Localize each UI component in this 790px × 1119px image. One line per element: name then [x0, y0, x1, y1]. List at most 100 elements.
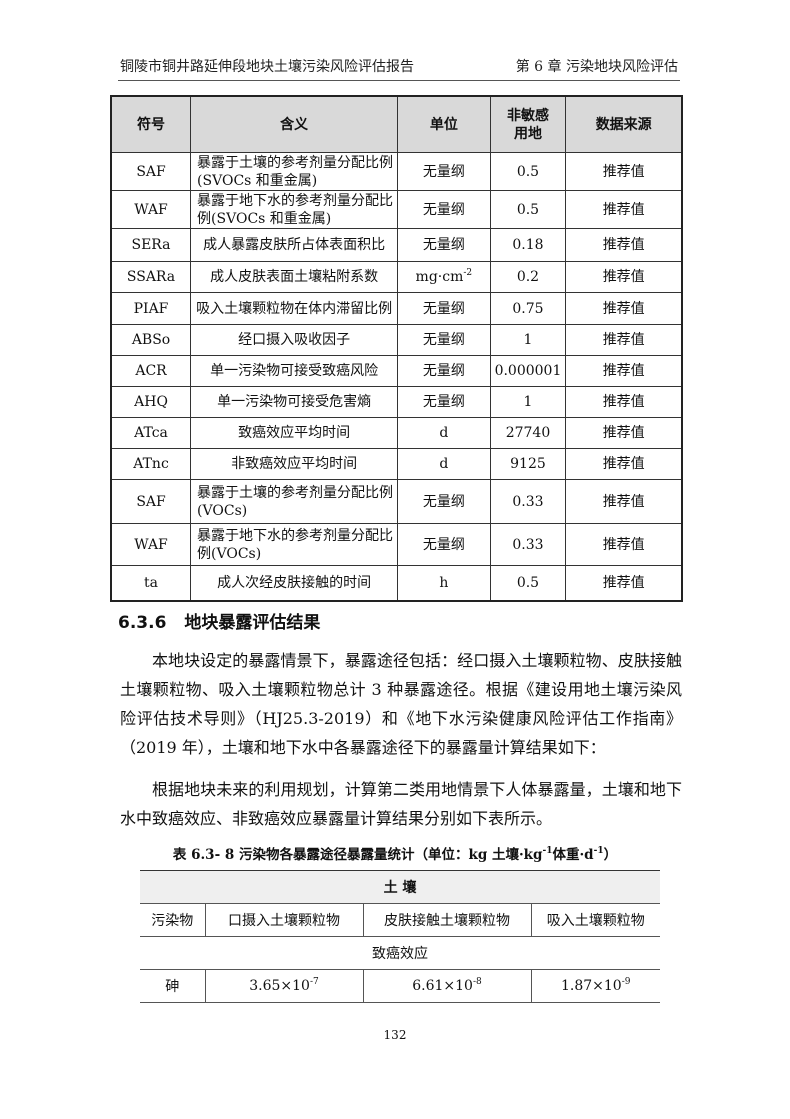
table-row: PIAF 吸入土壤颗粒物在体内滞留比例 无量纲 0.75 推荐值 — [110, 292, 683, 325]
value-cell: 0.5 — [489, 565, 567, 601]
header-divider — [118, 80, 680, 81]
symbol-cell: ta — [110, 565, 192, 601]
running-header-chapter: 第 6 章 污染地块风险评估 — [515, 59, 678, 75]
pollutant-cell: 砷 — [140, 969, 206, 1003]
source-cell: 推荐值 — [565, 565, 683, 601]
page-number: 132 — [383, 1028, 407, 1042]
column-header: 吸入土壤颗粒物 — [530, 903, 660, 937]
symbol-cell: WAF — [110, 190, 192, 229]
value-cell: 9125 — [489, 448, 567, 480]
value-cell: 0.5 — [489, 152, 567, 191]
source-cell: 推荐值 — [565, 386, 683, 418]
meaning-cell: 非致癌效应平均时间 — [190, 448, 399, 480]
column-header: 污染物 — [140, 903, 206, 937]
meaning-cell: 经口摄入吸收因子 — [190, 324, 399, 356]
meaning-cell: 单一污染物可接受危害熵 — [190, 386, 399, 418]
table-row: SAF 暴露于土壤的参考剂量分配比例(SVOCs 和重金属) 无量纲 0.5 推荐值 — [110, 152, 683, 191]
column-header: 口摄入土壤颗粒物 — [204, 903, 364, 937]
symbol-cell: ATca — [110, 417, 192, 449]
value-cell: 0.33 — [489, 479, 567, 524]
source-cell: 推荐值 — [565, 190, 683, 229]
source-cell: 推荐值 — [565, 292, 683, 325]
meaning-cell: 成人暴露皮肤所占体表面积比 — [190, 228, 399, 262]
source-cell: 推荐值 — [565, 324, 683, 356]
running-header-title: 铜陵市铜井路延伸段地块土壤污染风险评估报告 — [120, 59, 414, 75]
value-cell: 6.61×10-8 — [362, 969, 532, 1003]
meaning-cell: 暴露于土壤的参考剂量分配比例(SVOCs 和重金属) — [190, 152, 399, 191]
value-cell: 1 — [489, 324, 567, 356]
unit-cell: 无量纲 — [397, 152, 491, 191]
paragraph: 根据地块未来的利用规划，计算第二类用地情景下人体暴露量，土壤和地下水中致癌效应、… — [120, 780, 682, 828]
symbol-cell: PIAF — [110, 292, 192, 325]
source-cell: 推荐值 — [565, 417, 683, 449]
section-title: 地块暴露评估结果 — [184, 613, 321, 633]
source-cell: 推荐值 — [565, 479, 683, 524]
column-header: 数据来源 — [565, 95, 683, 153]
group-header: 土 壤 — [140, 870, 660, 904]
unit-cell: h — [397, 565, 491, 601]
meaning-cell: 成人皮肤表面土壤粘附系数 — [190, 261, 399, 293]
meaning-cell: 单一污染物可接受致癌风险 — [190, 355, 399, 387]
source-cell: 推荐值 — [565, 355, 683, 387]
value-cell: 1.87×10-9 — [530, 969, 660, 1003]
meaning-cell: 暴露于土壤的参考剂量分配比例(VOCs) — [190, 479, 399, 524]
table-row: ta 成人次经皮肤接触的时间 h 0.5 推荐值 — [110, 565, 683, 601]
value-cell: 0.5 — [489, 190, 567, 229]
unit-cell: 无量纲 — [397, 228, 491, 262]
section-heading: 6.3.6 地块暴露评估结果 — [118, 608, 320, 633]
effect-row: 致癌效应 — [140, 936, 660, 970]
value-cell: 0.000001 — [489, 355, 567, 387]
value-cell: 0.33 — [489, 523, 567, 566]
symbol-cell: ABSo — [110, 324, 192, 356]
table-row: WAF 暴露于地下水的参考剂量分配比例(VOCs) 无量纲 0.33 推荐值 — [110, 523, 683, 566]
table-row: 砷 3.65×10-7 6.61×10-8 1.87×10-9 — [140, 969, 660, 1003]
symbol-cell: SAF — [110, 479, 192, 524]
symbol-cell: SSARa — [110, 261, 192, 293]
symbol-cell: WAF — [110, 523, 192, 566]
unit-cell: d — [397, 448, 491, 480]
unit-cell: 无量纲 — [397, 292, 491, 325]
value-cell: 0.75 — [489, 292, 567, 325]
meaning-cell: 暴露于地下水的参考剂量分配比例(VOCs) — [190, 523, 399, 566]
meaning-cell: 吸入土壤颗粒物在体内滞留比例 — [190, 292, 399, 325]
meaning-cell: 致癌效应平均时间 — [190, 417, 399, 449]
unit-cell: mg·cm-2 — [397, 261, 491, 293]
value-cell: 0.2 — [489, 261, 567, 293]
source-cell: 推荐值 — [565, 228, 683, 262]
source-cell: 推荐值 — [565, 448, 683, 480]
table-row: ATca 致癌效应平均时间 d 27740 推荐值 — [110, 417, 683, 449]
table-row: SSARa 成人皮肤表面土壤粘附系数 mg·cm-2 0.2 推荐值 — [110, 261, 683, 293]
table-caption: 表 6.3- 8 污染物各暴露途径暴露量统计（单位：kg 土壤·kg-1体重·d… — [172, 846, 618, 864]
column-header: 非敏感用地 — [489, 95, 567, 153]
unit-cell: 无量纲 — [397, 190, 491, 229]
column-header: 皮肤接触土壤颗粒物 — [362, 903, 532, 937]
column-header: 含义 — [190, 95, 399, 153]
table-row: AHQ 单一污染物可接受危害熵 无量纲 1 推荐值 — [110, 386, 683, 418]
symbol-cell: ATnc — [110, 448, 192, 480]
unit-cell: 无量纲 — [397, 386, 491, 418]
meaning-cell: 成人次经皮肤接触的时间 — [190, 565, 399, 601]
column-header: 单位 — [397, 95, 491, 153]
unit-cell: 无量纲 — [397, 324, 491, 356]
paragraph: 本地块设定的暴露情景下，暴露途径包括：经口摄入土壤颗粒物、皮肤接触土壤颗粒物、吸… — [120, 651, 682, 757]
unit-cell: d — [397, 417, 491, 449]
unit-cell: 无量纲 — [397, 479, 491, 524]
source-cell: 推荐值 — [565, 523, 683, 566]
source-cell: 推荐值 — [565, 152, 683, 191]
symbol-cell: SERa — [110, 228, 192, 262]
unit-cell: 无量纲 — [397, 355, 491, 387]
value-cell: 1 — [489, 386, 567, 418]
parameter-table: 符号 含义 单位 非敏感用地 数据来源 SAF 暴露于土壤的参考剂量分配比例(SVOCs … — [110, 95, 683, 602]
source-cell: 推荐值 — [565, 261, 683, 293]
exposure-table: 土 壤 污染物 口摄入土壤颗粒物 皮肤接触土壤颗粒物 吸入土壤颗粒物 致癌效应 … — [140, 870, 660, 1003]
value-cell: 27740 — [489, 417, 567, 449]
table-row: WAF 暴露于地下水的参考剂量分配比例(SVOCs 和重金属) 无量纲 0.5 推荐值 — [110, 190, 683, 229]
symbol-cell: AHQ — [110, 386, 192, 418]
column-header: 符号 — [110, 95, 192, 153]
value-cell: 0.18 — [489, 228, 567, 262]
symbol-cell: ACR — [110, 355, 192, 387]
meaning-cell: 暴露于地下水的参考剂量分配比例(SVOCs 和重金属) — [190, 190, 399, 229]
table-row: ABSo 经口摄入吸收因子 无量纲 1 推荐值 — [110, 324, 683, 356]
table-row: SERa 成人暴露皮肤所占体表面积比 无量纲 0.18 推荐值 — [110, 228, 683, 262]
value-cell: 3.65×10-7 — [204, 969, 364, 1003]
